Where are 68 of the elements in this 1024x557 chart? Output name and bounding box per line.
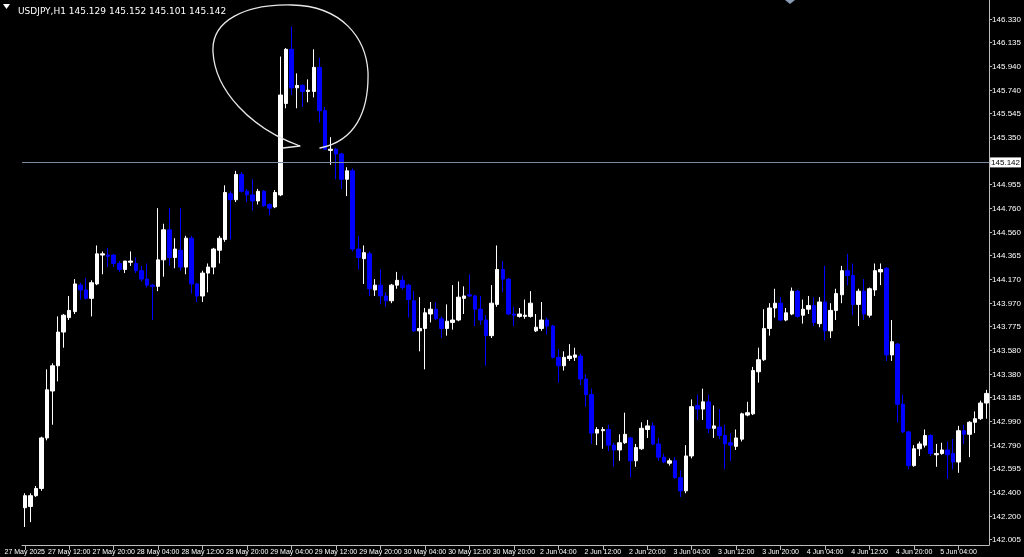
candlestick [956,425,961,474]
candlestick [628,436,633,479]
candlestick [840,265,844,304]
candlestick [701,388,705,421]
y-tick-label: 144.170 [992,274,1022,284]
candlestick [328,136,333,166]
text: USDJPY,H1 145.129 145.152 145.101 145.142 [18,5,227,16]
y-tick-label: 144.760 [992,203,1022,213]
y-tick-label: 142.595 [992,464,1022,474]
candlestick [884,266,889,362]
candlestick [167,207,172,267]
candlestick [184,235,188,275]
candlestick [890,319,894,362]
candlestick [300,83,305,108]
candlestick [817,296,822,328]
candlestick [545,317,549,335]
y-tick-label: 143.970 [992,298,1022,308]
y-tick-label: 144.955 [992,180,1022,190]
candlestick [667,457,672,467]
y-tick-label: 145.350 [992,132,1022,142]
y-tick-label: 143.185 [992,393,1022,403]
y-tick-label: 144.560 [992,227,1022,237]
candlestick [823,265,827,341]
y-tick-label: 142.200 [992,511,1022,521]
y-tick-label: 144.365 [992,251,1022,261]
candlestick [795,289,800,319]
candlestick [856,288,861,327]
y-tick-label: 143.775 [992,322,1022,332]
candlestick [362,244,366,285]
candlestick [178,207,183,272]
y-tick-label: 145.545 [992,109,1022,119]
candlestick [790,287,794,316]
candlestick [73,278,77,315]
y-tick-label: 143.380 [992,369,1022,379]
candlestick [234,170,238,203]
candlestick [862,278,866,321]
y-tick-label: 143.580 [992,345,1022,355]
candlestick [312,48,316,98]
candlestick [601,426,605,450]
y-tick-label: 142.990 [992,416,1022,426]
candlestick [256,188,260,206]
candlestick [173,237,177,269]
candlestick [695,394,700,421]
candlestick [712,404,716,439]
candlestick [412,290,416,333]
candlestick [345,166,349,197]
candlestick [289,25,294,96]
candlestick [306,78,310,103]
candlestick [928,433,933,457]
candlestick [784,307,788,322]
candlestick [595,426,599,446]
y-tick-label: 142.005 [992,535,1022,545]
candlestick [367,250,372,297]
y-tick-label: 142.400 [992,487,1022,497]
candlestick [295,72,299,109]
candlestick [228,190,233,240]
candlestick [734,429,738,451]
y-tick-label: 146.330 [992,14,1022,24]
candlestick [962,424,966,445]
candlestick [373,278,377,297]
y-tick-label: 145.740 [992,85,1022,95]
candlestick [706,394,711,434]
candlestick [778,296,783,322]
y-tick-label: 142.790 [992,440,1022,450]
candlestick [812,296,816,327]
ref-line-label: 145.142 [991,157,1021,167]
y-tick-label: 145.940 [992,61,1022,71]
y-tick-label: 146.135 [992,38,1022,48]
